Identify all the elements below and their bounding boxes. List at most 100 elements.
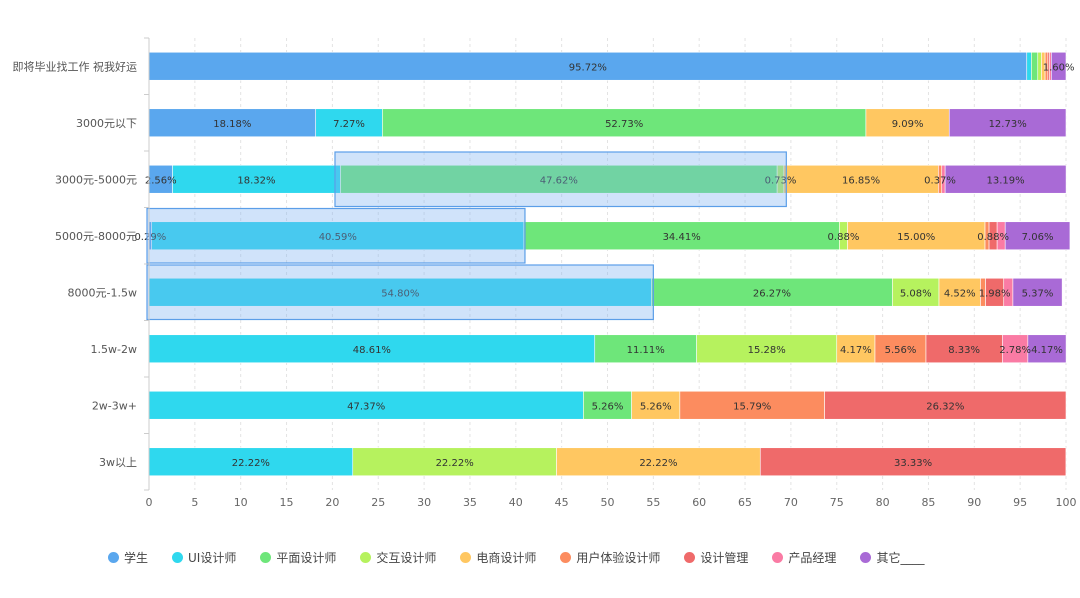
- category-label: 3000元-5000元: [55, 173, 137, 186]
- data-label: 22.22%: [232, 458, 270, 469]
- bar-segment: [948, 108, 1067, 138]
- data-label: 34.41%: [663, 232, 701, 243]
- legend-label: 其它____: [876, 551, 925, 565]
- x-tick-label: 95: [1013, 496, 1027, 509]
- bar-segment: [523, 221, 840, 251]
- data-label: 1.98%: [979, 288, 1011, 299]
- data-label: 7.27%: [333, 119, 365, 130]
- bar-segment: [847, 221, 986, 251]
- bar-segment: [1031, 51, 1039, 81]
- x-tick-label: 25: [371, 496, 385, 509]
- bar-segment: [151, 221, 525, 251]
- category-label: 3000元以下: [76, 117, 137, 130]
- x-tick-label: 55: [646, 496, 660, 509]
- data-label: 16.85%: [842, 175, 880, 186]
- data-label: 7.06%: [1022, 232, 1054, 243]
- legend-item[interactable]: 电商设计师: [460, 549, 536, 566]
- bar-segment: [1026, 51, 1032, 81]
- legend-item[interactable]: 交互设计师: [360, 549, 436, 566]
- legend-item[interactable]: 设计管理: [684, 549, 748, 566]
- data-label: 13.19%: [987, 175, 1025, 186]
- bar-segment: [556, 447, 761, 477]
- data-label: 5.26%: [592, 401, 624, 412]
- bar-segment: [759, 447, 1067, 477]
- legend-swatch: [560, 552, 572, 563]
- data-label: 4.17%: [840, 345, 872, 356]
- data-label: 15.00%: [897, 232, 935, 243]
- x-tick-label: 40: [509, 496, 523, 509]
- category-label: 1.5w-2w: [91, 343, 137, 356]
- data-label: 9.09%: [892, 119, 924, 130]
- bar-segment: [352, 447, 557, 477]
- bar-segment: [1004, 221, 1071, 251]
- data-label: 40.59%: [319, 232, 357, 243]
- bar-segment: [696, 334, 838, 364]
- data-label: 26.27%: [753, 288, 791, 299]
- legend-item[interactable]: UI设计师: [172, 549, 236, 566]
- bar-segment: [938, 277, 981, 307]
- bar-segment: [315, 108, 383, 138]
- legend-swatch: [360, 552, 372, 563]
- bar-segment: [824, 390, 1067, 420]
- highlight-layer: [146, 151, 787, 321]
- x-tick-label: 90: [967, 496, 981, 509]
- data-label: 12.73%: [989, 119, 1027, 130]
- category-label: 5000元-8000元: [55, 230, 137, 243]
- bar-segment: [892, 277, 940, 307]
- x-tick-label: 20: [325, 496, 339, 509]
- bar-segment: [1051, 51, 1067, 81]
- data-label: 0.73%: [765, 175, 797, 186]
- legend-item[interactable]: 产品经理: [772, 549, 836, 566]
- legend-label: 产品经理: [788, 551, 837, 565]
- legend-label: 交互设计师: [376, 551, 437, 565]
- x-tick-label: 35: [463, 496, 477, 509]
- legend: 学生 UI设计师 平面设计师 交互设计师 电商设计师 用户体验设计师 设计管理 产品经理 其它_…: [108, 549, 948, 566]
- legend-swatch: [860, 552, 872, 563]
- legend-label: 设计管理: [700, 551, 749, 565]
- x-tick-label: 45: [555, 496, 569, 509]
- bar-segment: [783, 164, 939, 194]
- bar-segment: [583, 390, 632, 420]
- legend-swatch: [172, 552, 184, 563]
- legend-item[interactable]: 用户体验设计师: [560, 549, 660, 566]
- data-label: 15.79%: [733, 401, 771, 412]
- legend-swatch: [460, 552, 472, 563]
- data-label: 48.61%: [353, 345, 391, 356]
- data-label: 2.56%: [145, 175, 177, 186]
- legend-label: 学生: [124, 551, 149, 565]
- bar-segment: [148, 447, 354, 477]
- data-label: 5.26%: [640, 401, 672, 412]
- data-label: 47.37%: [347, 401, 385, 412]
- bar-segment: [925, 334, 1003, 364]
- data-label: 1.60%: [1043, 62, 1075, 73]
- x-tick-label: 0: [146, 496, 153, 509]
- x-tick-label: 60: [692, 496, 706, 509]
- legend-label: 用户体验设计师: [576, 551, 661, 565]
- selection-highlight: [334, 151, 787, 208]
- grid-layer: [148, 38, 1067, 490]
- data-label: 47.62%: [540, 175, 578, 186]
- x-tick-label: 15: [280, 496, 294, 509]
- stacked-bar-chart: 95.72% 1.60% 18.18% 7.27% 52.73% 9.09% 12.73% 2…: [13, 37, 1077, 509]
- category-label: 即将毕业找工作 祝我好运: [13, 59, 138, 73]
- x-tick-label: 100: [1056, 496, 1077, 509]
- data-label: 2.78%: [999, 345, 1031, 356]
- legend-item[interactable]: 其它____: [860, 549, 924, 566]
- data-label: 4.17%: [1031, 345, 1063, 356]
- legend-swatch: [108, 552, 119, 563]
- data-label: 0.37%: [924, 175, 956, 186]
- bar-segment: [594, 334, 697, 364]
- bar-segment: [1027, 334, 1067, 364]
- data-label: 26.32%: [926, 401, 964, 412]
- bar-segment: [631, 390, 681, 420]
- axis-layer: 0 5 10 15 20 25 30 35 40 45 50 55 60 65 70 75 80 85 90 95 10…: [13, 37, 1077, 509]
- bar-segment: [148, 108, 317, 138]
- bar-segment: [1002, 334, 1029, 364]
- data-label: 54.80%: [381, 288, 419, 299]
- legend-item[interactable]: 平面设计师: [260, 549, 336, 566]
- legend-item[interactable]: 学生: [108, 549, 148, 566]
- x-tick-label: 70: [784, 496, 798, 509]
- bar-segment: [865, 108, 950, 138]
- bars-layer: [148, 51, 1071, 477]
- data-label: 33.33%: [894, 458, 932, 469]
